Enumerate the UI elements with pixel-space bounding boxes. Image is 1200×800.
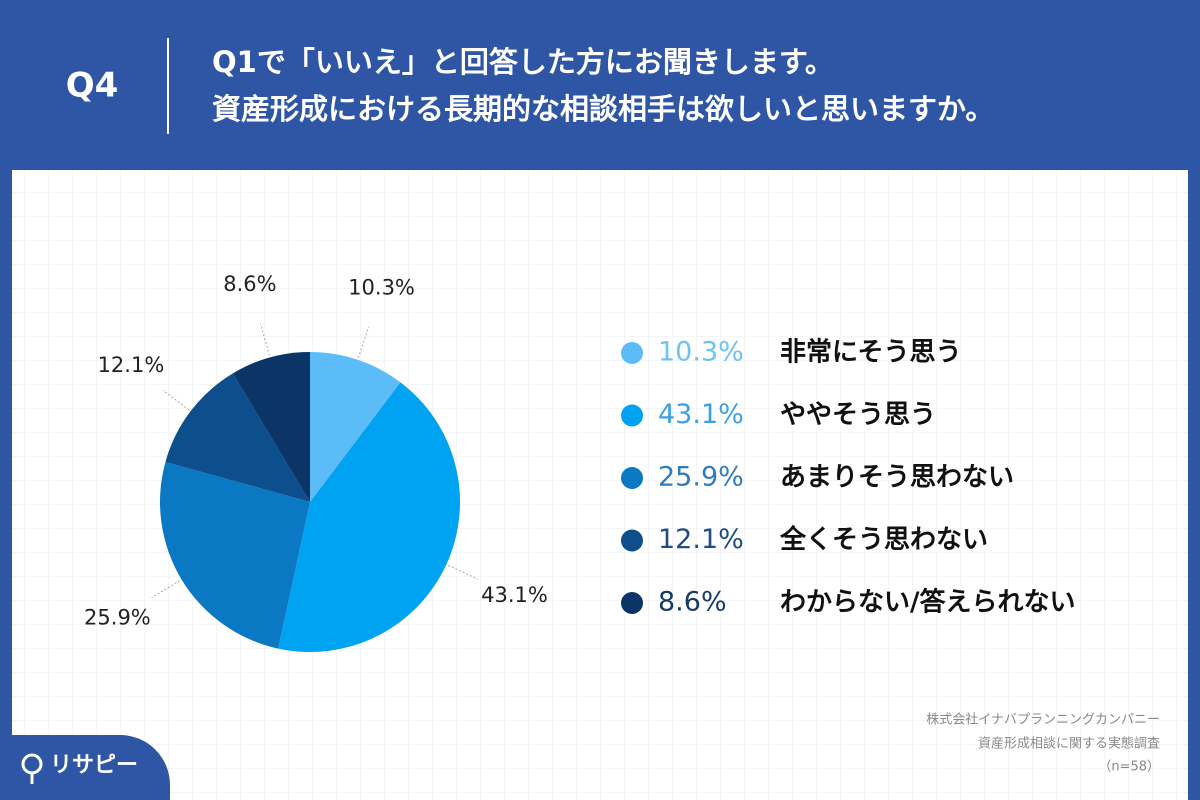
data-label: 43.1% [481,583,548,607]
pie-slice [160,461,310,649]
legend-marker [621,592,643,614]
legend-label: ややそう思う [780,400,936,430]
source: 資産形成相談に関する実態調査 [978,736,1160,752]
legend-label: 非常にそう思う [780,338,961,368]
source: 株式会社イナバプランニングカンパニー [926,712,1160,728]
legend-value: 8.6% [658,587,727,618]
leader-line [162,389,190,411]
leader-line [260,323,270,356]
pie-chart: 10.3% 10.3% 非常にそう思う 43.1% 43.1% ややそう思う 25.9% 25… [84,272,1076,652]
data-label: 25.9% [84,605,151,629]
data-label: 12.1% [98,353,165,377]
logo: リサピー [50,753,138,778]
question-number: Q4 [66,66,119,106]
source: （n=58） [1098,760,1160,775]
leader-line [447,564,479,580]
legend-value: 12.1% [658,524,744,555]
question-line: Q1で「いいえ」と回答した方にお聞きします。 [212,45,834,79]
question-line: 資産形成における長期的な相談相手は欲しいと思いますか。 [212,92,994,126]
legend-label: あまりそう思わない [780,463,1014,493]
leader-line [151,580,181,599]
logo-tab [0,735,170,800]
legend-marker [621,342,643,364]
legend-value: 25.9% [658,462,744,493]
legend-label: わからない/答えられない [780,587,1076,618]
legend-marker [621,404,643,427]
legend-value: 43.1% [658,399,744,430]
legend-marker [621,467,643,489]
leader-line [357,326,370,359]
pie-slice [165,373,310,502]
legend-value: 10.3% [658,337,744,368]
legend-label: 全くそう思わない [779,524,988,555]
data-label: 8.6% [223,272,276,296]
data-label: 10.3% [348,276,415,300]
pie-slice [232,352,310,502]
pie-slice [278,382,461,652]
legend-marker [621,529,643,552]
pie-slice [310,352,401,502]
